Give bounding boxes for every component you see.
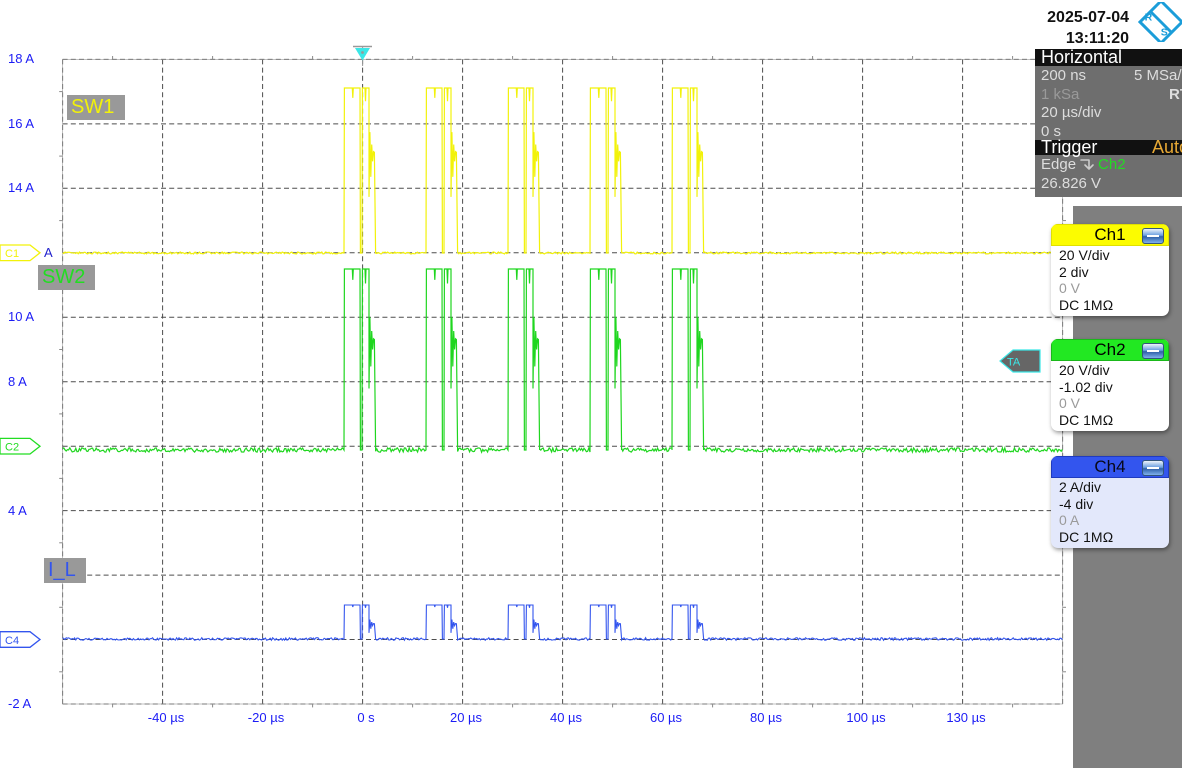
svg-text:A: A [44,245,53,260]
svg-text:C4: C4 [5,635,19,647]
svg-text:C2: C2 [5,442,19,454]
svg-text:S: S [1161,27,1168,39]
svg-text:TA: TA [1007,357,1021,369]
svg-text:R: R [1145,12,1153,24]
svg-text:C1: C1 [5,248,19,260]
